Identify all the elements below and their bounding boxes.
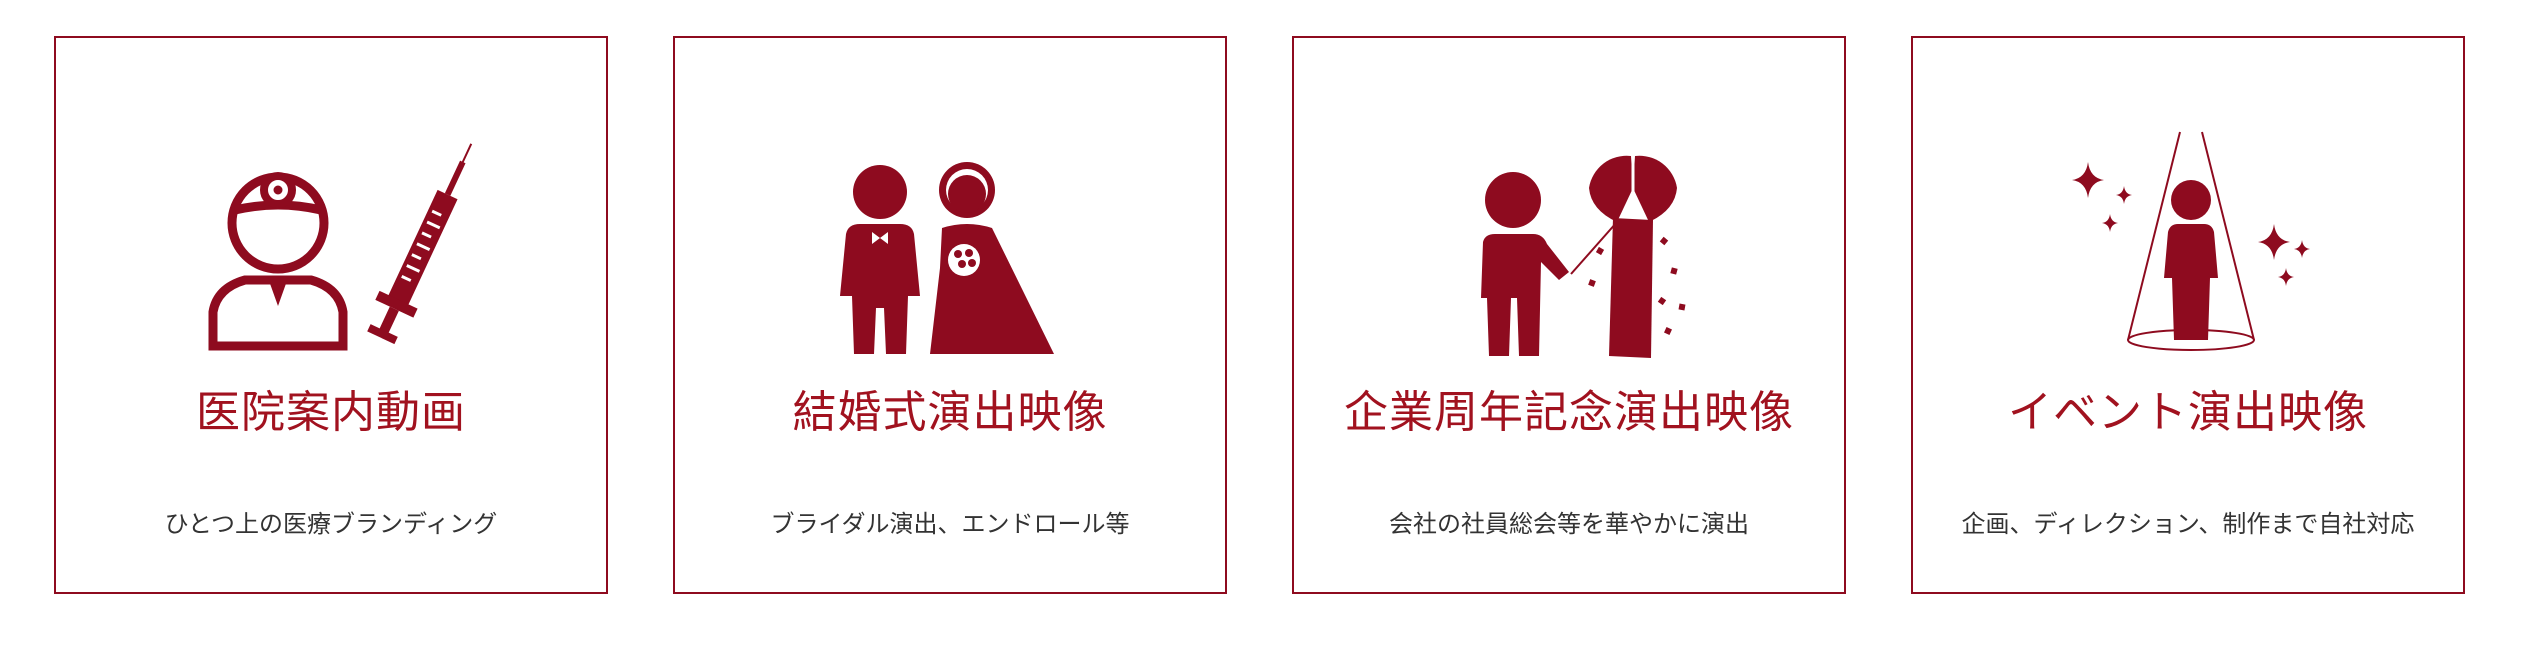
- service-title: イベント演出映像: [2008, 387, 2368, 438]
- service-description: ブライダル演出、エンドロール等: [770, 510, 1130, 538]
- service-title: 結婚式演出映像: [792, 387, 1108, 438]
- service-card-anniversary[interactable]: 企業周年記念演出映像 会社の社員総会等を華やかに演出: [1292, 36, 1846, 594]
- spotlight-event-icon: [2040, 128, 2340, 368]
- service-card-hospital[interactable]: 医院案内動画 ひとつ上の医療ブランディング: [54, 36, 608, 594]
- kusudama-celebration-icon: [1421, 128, 1721, 368]
- service-title: 企業周年記念演出映像: [1344, 387, 1794, 438]
- service-card-event[interactable]: イベント演出映像 企画、ディレクション、制作まで自社対応: [1911, 36, 2465, 594]
- service-description: 会社の社員総会等を華やかに演出: [1389, 510, 1749, 538]
- service-title: 医院案内動画: [196, 387, 466, 438]
- service-description: ひとつ上の医療ブランディング: [164, 510, 498, 538]
- doctor-syringe-icon: [183, 128, 483, 368]
- service-description: 企画、ディレクション、制作まで自社対応: [1961, 510, 2415, 538]
- wedding-couple-icon: [802, 128, 1102, 368]
- service-card-wedding[interactable]: 結婚式演出映像 ブライダル演出、エンドロール等: [673, 36, 1227, 594]
